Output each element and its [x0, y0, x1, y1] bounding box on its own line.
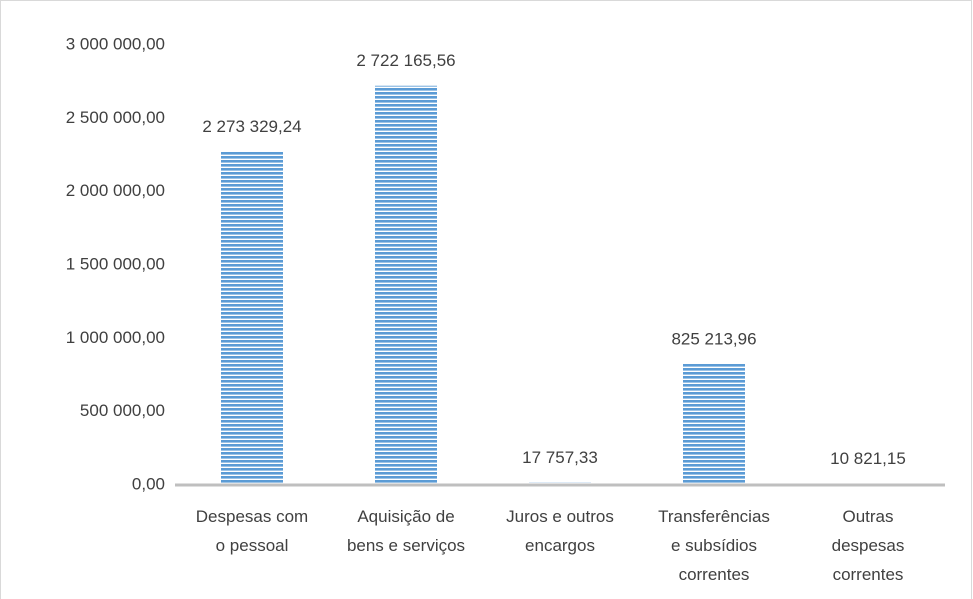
data-label: 17 757,33: [522, 448, 598, 467]
bar: [683, 363, 745, 485]
y-tick-label: 3 000 000,00: [66, 34, 165, 53]
y-tick-label: 2 000 000,00: [66, 181, 165, 200]
x-tick-label: Outras despesas correntes: [832, 507, 905, 584]
data-label: 2 273 329,24: [202, 117, 301, 136]
y-tick-label: 500 000,00: [80, 401, 165, 420]
y-tick-label: 2 500 000,00: [66, 108, 165, 127]
bar: [375, 85, 437, 485]
bar: [221, 151, 283, 486]
y-tick-label: 0,00: [132, 474, 165, 493]
data-label: 10 821,15: [830, 449, 906, 468]
y-tick-label: 1 000 000,00: [66, 328, 165, 347]
x-tick-label: Transferências e subsídios correntes: [658, 507, 770, 584]
data-label: 825 213,96: [671, 329, 756, 348]
x-tick-label: Despesas com o pessoal: [196, 507, 308, 555]
x-tick-label: Aquisição de bens e serviços: [347, 507, 465, 555]
x-tick-label: Juros e outros encargos: [506, 507, 614, 555]
data-label: 2 722 165,56: [356, 51, 455, 70]
y-tick-label: 1 500 000,00: [66, 254, 165, 273]
